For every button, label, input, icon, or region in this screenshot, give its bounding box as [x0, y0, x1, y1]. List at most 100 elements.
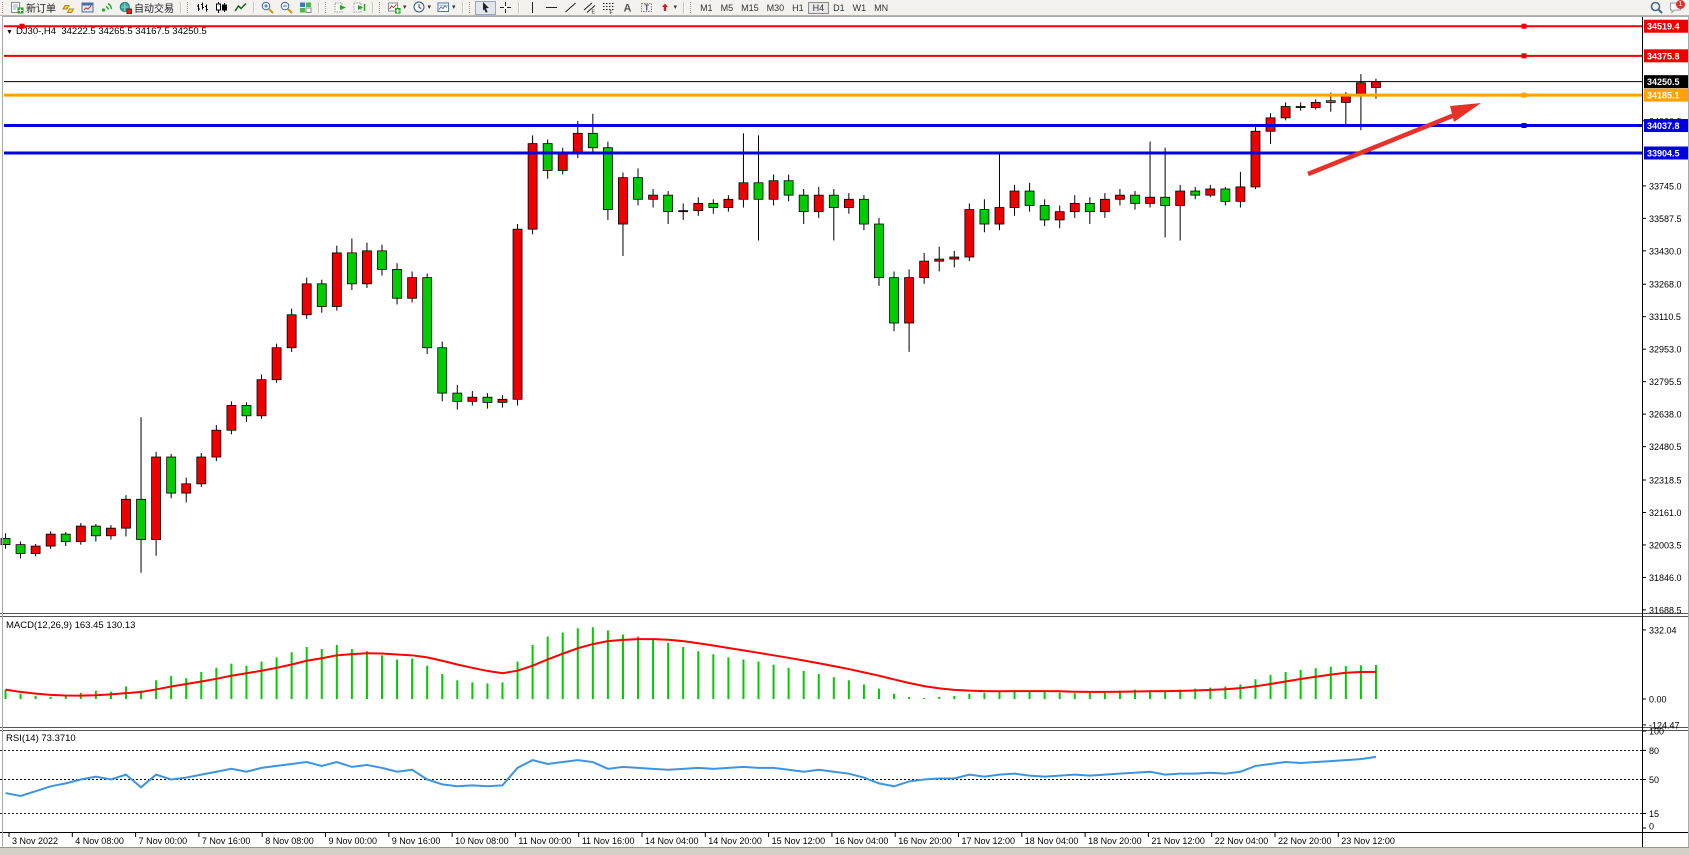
toolbar-grip: [468, 2, 473, 13]
candle: [1099, 198, 1110, 213]
vertical-line-icon: [531, 2, 533, 13]
toolbar-grip: [187, 2, 191, 13]
toolbar-grip: [690, 2, 694, 13]
rsi-tick-label: 0: [1649, 822, 1654, 832]
rsi-tick-label: 100: [1649, 727, 1664, 737]
time-label: 11 Nov 00:00: [518, 836, 571, 846]
candle: [603, 147, 613, 210]
notifications-button[interactable]: 1: [1666, 0, 1685, 15]
autotrading-button[interactable]: 自动交易: [116, 1, 177, 15]
tile-windows-button[interactable]: [296, 1, 315, 15]
candle: [843, 198, 854, 208]
line-chart-button[interactable]: [231, 1, 250, 15]
cursor-button[interactable]: [474, 0, 496, 15]
gold-button[interactable]: [59, 1, 78, 15]
toolbar-separator: [683, 2, 686, 13]
line-handle[interactable]: [1521, 23, 1527, 29]
toolbar: 新订单 自动交易: [0, 0, 1689, 16]
auto-scroll-button[interactable]: [331, 1, 350, 15]
candle: [256, 379, 267, 417]
text-icon: A: [623, 3, 631, 15]
autotrading-icon: [119, 1, 132, 14]
candle: [1130, 194, 1140, 204]
dropdown-caret-icon[interactable]: ▾: [673, 4, 678, 11]
candle: [828, 194, 839, 208]
trendline-tool-button[interactable]: [561, 1, 580, 15]
new-order-button[interactable]: 新订单: [8, 1, 59, 15]
candle: [181, 483, 192, 494]
gold-icon: [62, 5, 75, 13]
price-badge-label: 34375.8: [1647, 51, 1680, 61]
candle: [226, 405, 237, 431]
charts-window-button[interactable]: [78, 1, 97, 15]
candle: [1371, 81, 1381, 88]
chart-shift-button[interactable]: [350, 1, 369, 15]
tf-h1-button[interactable]: H1: [792, 2, 804, 13]
candle: [437, 347, 448, 394]
tf-m1-button[interactable]: M1: [700, 2, 713, 13]
periods-button[interactable]: ▾: [410, 1, 435, 15]
dropdown-caret-icon[interactable]: ▾: [403, 4, 407, 11]
line-handle[interactable]: [1521, 53, 1527, 59]
time-label: 21 Nov 12:00: [1151, 836, 1205, 846]
tf-m15-button[interactable]: M15: [741, 2, 759, 13]
tf-d1-button[interactable]: D1: [833, 2, 845, 13]
candle: [1024, 190, 1035, 206]
line-handle[interactable]: [19, 23, 25, 29]
price-tick-label: 32795.5: [1649, 377, 1682, 387]
candle: [934, 258, 945, 262]
trend-arrow[interactable]: [1307, 109, 1463, 177]
price-badge: [1644, 49, 1689, 63]
price-tick-label: 32953.0: [1649, 345, 1682, 355]
horizontal-line-tool-button[interactable]: [542, 1, 561, 15]
arrows-tool-button[interactable]: ▾: [656, 1, 681, 15]
line-handle[interactable]: [1521, 92, 1527, 98]
price-tick-label: 32318.5: [1649, 476, 1682, 486]
time-label: 14 Nov 20:00: [708, 836, 762, 846]
candle: [904, 277, 914, 324]
candle: [211, 429, 222, 458]
vertical-line-tool-button[interactable]: [523, 1, 542, 15]
text-label-tool-button[interactable]: T: [637, 1, 656, 15]
time-label: 17 Nov 12:00: [962, 836, 1016, 846]
tf-m30-button[interactable]: M30: [766, 2, 785, 13]
svg-text:A: A: [623, 3, 631, 15]
tf-w1-button[interactable]: W1: [852, 2, 867, 13]
line-handle[interactable]: [1521, 123, 1527, 129]
signals-button[interactable]: [97, 1, 116, 15]
candle: [1205, 188, 1216, 196]
candle: [693, 203, 704, 212]
candle: [633, 177, 643, 200]
macd-tick-label: 332.04: [1649, 625, 1677, 635]
templates-button[interactable]: ▾: [434, 1, 459, 15]
candle: [1295, 106, 1306, 108]
symbol-dropdown-icon[interactable]: ▼: [6, 29, 13, 36]
autotrading-label: 自动交易: [134, 4, 174, 15]
tf-h4-button[interactable]: H4: [807, 1, 830, 14]
indicators-button[interactable]: ▾: [385, 1, 410, 15]
zoom-out-button[interactable]: [277, 1, 296, 15]
search-button[interactable]: [1647, 1, 1666, 15]
channel-tool-button[interactable]: E: [580, 1, 599, 15]
candlestick-chart-button[interactable]: [212, 1, 231, 15]
price-badge-label: 34037.8: [1647, 121, 1680, 131]
zoom-in-button[interactable]: [258, 1, 277, 15]
rsi-indicator-label: RSI(14) 73.3710: [6, 733, 76, 744]
bar-chart-button[interactable]: [193, 1, 212, 15]
tf-mn-button[interactable]: MN: [874, 2, 889, 13]
dropdown-caret-icon[interactable]: ▾: [427, 4, 432, 11]
candle: [813, 194, 824, 213]
tf-m5-button[interactable]: M5: [720, 2, 734, 13]
fibonacci-tool-button[interactable]: F: [599, 1, 618, 15]
price-badge-label: 34185.1: [1647, 91, 1680, 101]
chart-shift-icon: [353, 2, 366, 13]
crosshair-button[interactable]: [496, 1, 515, 15]
candle: [362, 250, 372, 285]
toolbar-grip: [379, 2, 383, 13]
text-tool-button[interactable]: A: [618, 1, 637, 15]
trend-arrow-head[interactable]: [1450, 103, 1481, 122]
rsi-tick-label: 15: [1649, 809, 1659, 819]
dropdown-caret-icon[interactable]: ▾: [452, 4, 456, 11]
